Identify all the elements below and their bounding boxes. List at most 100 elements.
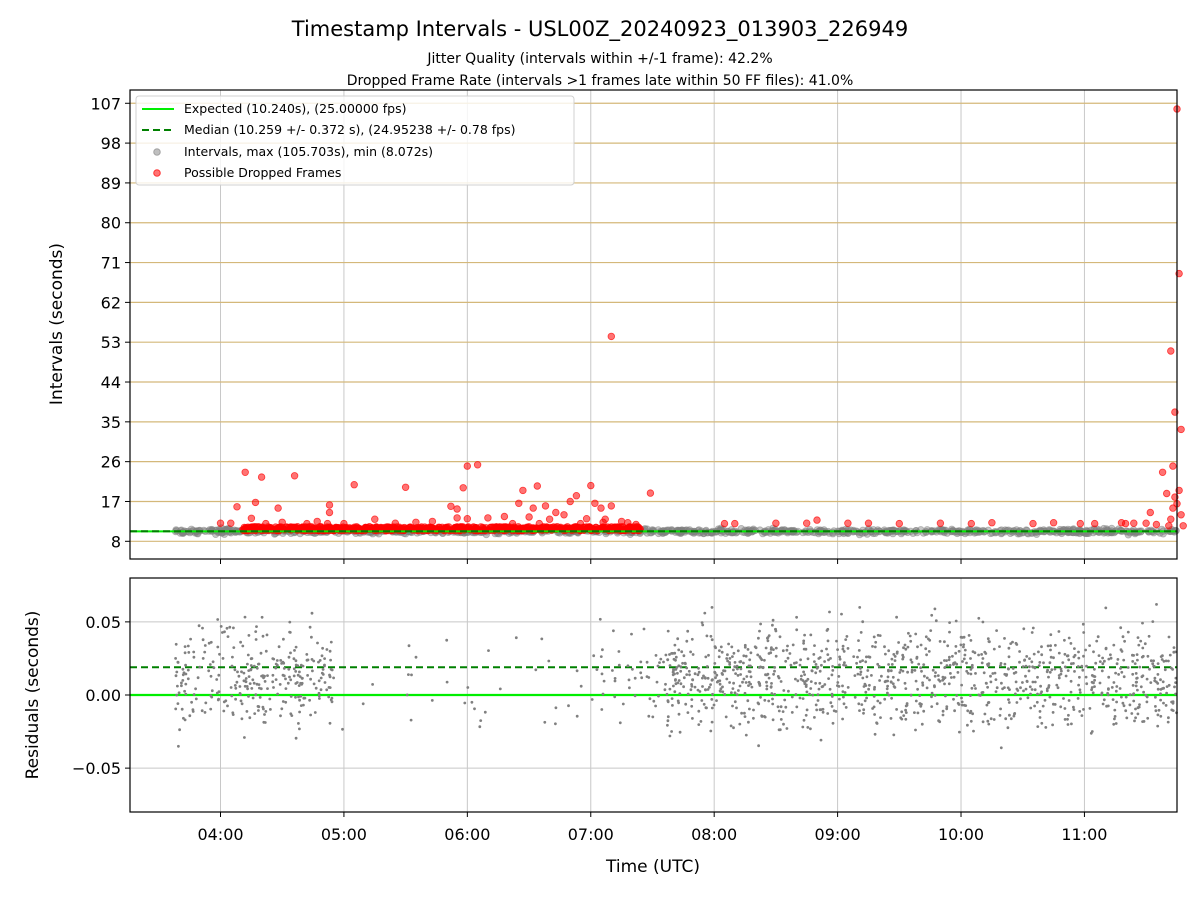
residual-point-956 xyxy=(1131,653,1134,657)
residual-point-1418 xyxy=(986,663,989,666)
residual-point-768 xyxy=(887,649,891,653)
residual-point-30 xyxy=(255,625,258,628)
residual-point-356 xyxy=(648,697,652,701)
residual-point-1187 xyxy=(920,669,923,673)
residual-point-26 xyxy=(298,670,301,674)
residual-point-849 xyxy=(981,620,985,624)
residual-point-911 xyxy=(973,684,976,687)
residual-point-135 xyxy=(174,657,178,660)
residual-point-249 xyxy=(309,677,312,681)
residual-point-1105 xyxy=(1119,626,1123,630)
residual-point-1190 xyxy=(761,666,765,670)
residual-point-1102 xyxy=(952,697,955,701)
residual-point-923 xyxy=(1031,626,1035,630)
legend-intervals-label: Intervals, max (105.703s), min (8.072s) xyxy=(184,144,433,159)
residual-point-212 xyxy=(252,681,256,685)
intervals-y-ticks: 8 17 26 35 44 53 62 71 80 89 98 107 xyxy=(90,94,130,551)
residual-point-1435 xyxy=(1104,647,1108,651)
residual-point-1342 xyxy=(766,639,770,643)
residual-point-903 xyxy=(1014,692,1017,696)
residual-point-321 xyxy=(371,683,374,686)
residual-point-1134 xyxy=(678,730,682,734)
residual-point-260 xyxy=(258,696,262,699)
residual-point-629 xyxy=(782,689,786,692)
residual-point-416 xyxy=(925,676,929,680)
residual-point-1018 xyxy=(1042,661,1045,665)
residual-point-1003 xyxy=(1013,712,1017,715)
residual-point-1212 xyxy=(815,708,819,712)
residual-point-327 xyxy=(598,617,602,621)
residual-point-1019 xyxy=(1035,700,1039,704)
residual-point-299 xyxy=(198,665,202,669)
residual-point-545 xyxy=(736,674,740,677)
residual-point-952 xyxy=(738,722,742,726)
residual-point-945 xyxy=(677,679,681,682)
residual-point-313 xyxy=(409,718,413,722)
residual-point-1299 xyxy=(821,710,825,714)
dropped-frame-point-715 xyxy=(325,508,334,517)
residual-point-645 xyxy=(1077,650,1080,654)
residual-point-107 xyxy=(330,700,334,704)
residual-point-350 xyxy=(613,677,617,680)
residual-point-1204 xyxy=(705,634,709,638)
dropped-frame-point-781 xyxy=(1165,522,1173,530)
residual-point-536 xyxy=(986,637,990,641)
residual-point-1113 xyxy=(872,635,876,639)
residual-point-130 xyxy=(292,667,296,671)
residual-point-1069 xyxy=(670,730,673,733)
residual-point-367 xyxy=(601,692,605,696)
residual-point-935 xyxy=(1165,691,1168,695)
residual-point-1040 xyxy=(1033,704,1036,708)
residual-point-15 xyxy=(318,697,321,700)
dropped-frame-point-778 xyxy=(1152,520,1161,529)
residual-point-920 xyxy=(696,688,700,692)
dropped-frame-point-761 xyxy=(803,519,811,527)
residual-point-21 xyxy=(319,688,323,692)
residual-point-565 xyxy=(898,671,902,674)
residual-point-279 xyxy=(255,682,259,686)
residual-point-1005 xyxy=(1145,677,1149,681)
residual-point-1170 xyxy=(966,671,970,675)
residual-point-1450 xyxy=(748,707,751,711)
residual-point-529 xyxy=(943,682,946,686)
residual-point-1153 xyxy=(868,655,872,659)
residual-point-53 xyxy=(298,698,301,702)
residual-point-449 xyxy=(1113,715,1117,718)
residual-point-862 xyxy=(666,715,670,719)
residual-point-159 xyxy=(222,709,226,713)
residual-point-1030 xyxy=(921,683,925,687)
residual-point-478 xyxy=(865,675,869,679)
residual-point-615 xyxy=(809,727,812,731)
x-tick-label-2: 06:00 xyxy=(444,825,490,844)
residual-point-775 xyxy=(840,612,843,616)
residual-point-970 xyxy=(1139,685,1143,689)
residual-point-999 xyxy=(1174,692,1177,696)
residual-point-713 xyxy=(1123,639,1126,643)
residual-point-1055 xyxy=(1132,692,1136,696)
residual-point-784 xyxy=(1131,672,1135,676)
residual-point-813 xyxy=(799,658,802,662)
residual-point-306 xyxy=(473,707,476,711)
residual-point-1172 xyxy=(1103,659,1106,663)
residual-point-1444 xyxy=(931,668,935,672)
residual-point-386 xyxy=(705,665,709,668)
residual-point-283 xyxy=(299,663,303,667)
dropped-frame-point-753 xyxy=(607,332,615,341)
dropped-frame-point-727 xyxy=(463,515,471,523)
dropped-frame-point-768 xyxy=(988,519,996,527)
residuals-y-ticks: −0.05 0.00 0.05 xyxy=(72,613,130,778)
residual-point-1439 xyxy=(886,684,889,688)
residual-point-1201 xyxy=(1088,644,1091,647)
residual-point-436 xyxy=(1007,698,1010,701)
residual-point-1262 xyxy=(1156,662,1160,665)
residual-point-871 xyxy=(710,698,714,701)
residual-point-347 xyxy=(639,671,643,675)
residual-point-943 xyxy=(900,717,904,721)
residual-point-33 xyxy=(257,709,260,712)
residual-point-593 xyxy=(730,645,734,649)
residual-point-793 xyxy=(938,679,942,683)
residual-point-148 xyxy=(298,675,302,678)
residual-point-157 xyxy=(296,673,300,677)
residual-point-518 xyxy=(814,703,818,707)
dropped-frame-point-772 xyxy=(1090,519,1099,528)
